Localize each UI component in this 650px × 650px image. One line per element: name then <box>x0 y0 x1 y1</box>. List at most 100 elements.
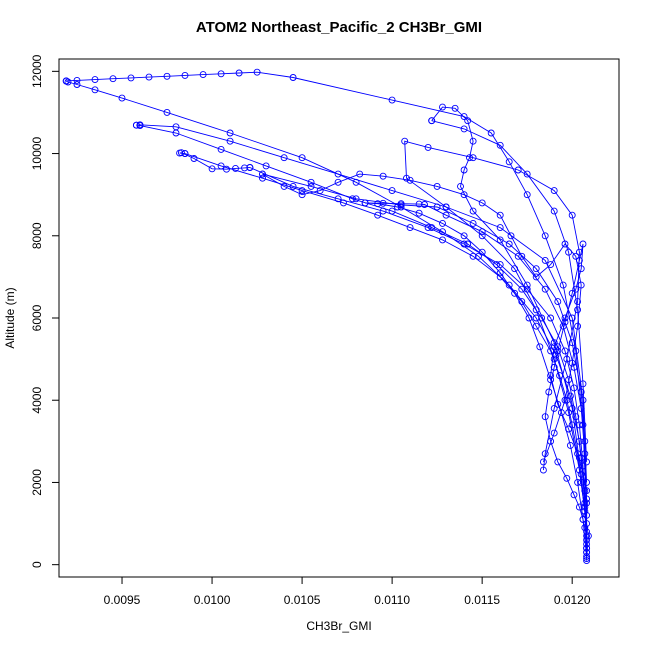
data-point <box>539 458 547 466</box>
data-point <box>511 265 519 273</box>
data-point <box>550 355 558 363</box>
data-point <box>374 211 382 219</box>
data-point <box>572 285 580 293</box>
data-point <box>532 273 540 281</box>
data-point <box>109 75 117 83</box>
series-2 <box>176 149 254 173</box>
data-point <box>478 199 486 207</box>
x-axis-label: CH3Br_GMI <box>306 619 371 633</box>
y-axis-label: Altitude (m) <box>3 287 17 348</box>
y-tick-label: 2000 <box>30 469 44 496</box>
x-tick-label: 0.0115 <box>464 593 500 607</box>
data-point <box>478 248 486 256</box>
data-point <box>439 228 446 236</box>
plot-frame <box>58 58 620 578</box>
data-point <box>487 129 495 137</box>
data-point <box>136 121 144 129</box>
series-line <box>262 173 588 561</box>
data-point <box>507 232 515 240</box>
data-point <box>298 191 306 199</box>
data-point <box>514 166 522 174</box>
data-point <box>554 298 562 306</box>
data-point <box>439 236 446 244</box>
data-point <box>442 211 450 219</box>
data-point <box>415 209 423 217</box>
data-point <box>547 314 555 322</box>
data-point <box>566 392 574 400</box>
data-point <box>568 289 576 297</box>
data-point <box>581 524 589 532</box>
y-axis: 0 2000 4000 6000 8000 10000 12000 <box>30 54 60 568</box>
data-point <box>547 261 555 269</box>
data-point <box>572 252 580 260</box>
data-point <box>505 240 513 248</box>
data-point <box>583 458 591 466</box>
data-point <box>388 96 396 104</box>
data-point <box>532 265 540 273</box>
data-point <box>415 200 423 208</box>
data-point <box>253 68 261 76</box>
chart-title: ATOM2 Northeast_Pacific_2 CH3Br_GMI <box>196 19 482 36</box>
series-line <box>544 367 588 553</box>
data-point <box>568 421 576 429</box>
data-point <box>433 182 441 190</box>
data-point <box>581 450 589 458</box>
data-point <box>289 74 297 81</box>
series-12 <box>259 170 591 565</box>
data-point <box>496 141 504 149</box>
data-point <box>352 195 360 203</box>
data-point <box>73 81 81 88</box>
data-point <box>307 182 315 190</box>
data-point <box>539 466 547 474</box>
data-point <box>352 178 360 186</box>
data-point <box>496 224 504 232</box>
data-point <box>406 176 414 184</box>
data-point <box>91 76 99 84</box>
data-point <box>469 137 477 145</box>
data-point <box>460 191 468 199</box>
data-point <box>550 363 558 371</box>
data-point <box>572 413 580 421</box>
data-point <box>554 347 562 355</box>
data-point <box>379 172 387 180</box>
series-16 <box>541 363 591 556</box>
data-point <box>541 232 549 240</box>
data-point <box>574 322 582 330</box>
data-point <box>145 73 153 81</box>
data-point <box>565 248 573 256</box>
data-point <box>232 164 239 172</box>
data-point <box>575 256 583 264</box>
data-point <box>561 314 569 322</box>
data-point <box>505 281 513 289</box>
series-line <box>66 80 588 541</box>
data-point <box>307 178 315 186</box>
data-point <box>217 70 225 78</box>
data-point <box>559 281 567 289</box>
data-point <box>298 187 306 195</box>
data-point <box>518 298 526 306</box>
data-point <box>259 170 266 178</box>
data-point <box>460 113 468 121</box>
series-line <box>365 202 588 549</box>
data-point <box>118 94 126 102</box>
data-point <box>163 72 171 80</box>
data-point <box>583 532 591 540</box>
x-tick-label: 0.0095 <box>104 593 141 607</box>
series-7 <box>62 68 591 519</box>
data-point <box>241 164 248 172</box>
data-point <box>259 174 266 182</box>
data-point <box>566 441 574 449</box>
data-point <box>568 339 576 347</box>
data-point <box>475 252 482 260</box>
data-point <box>577 265 585 273</box>
data-point <box>361 199 369 207</box>
data-point <box>388 187 396 195</box>
series-line <box>184 153 589 559</box>
data-point <box>583 548 591 556</box>
data-point <box>469 207 477 215</box>
data-point <box>523 191 531 199</box>
series-11 <box>259 170 585 466</box>
data-point <box>226 129 234 137</box>
data-point <box>401 137 409 145</box>
x-axis: 0.0095 0.0100 0.0105 0.0110 0.0115 0.0120 <box>104 576 591 607</box>
